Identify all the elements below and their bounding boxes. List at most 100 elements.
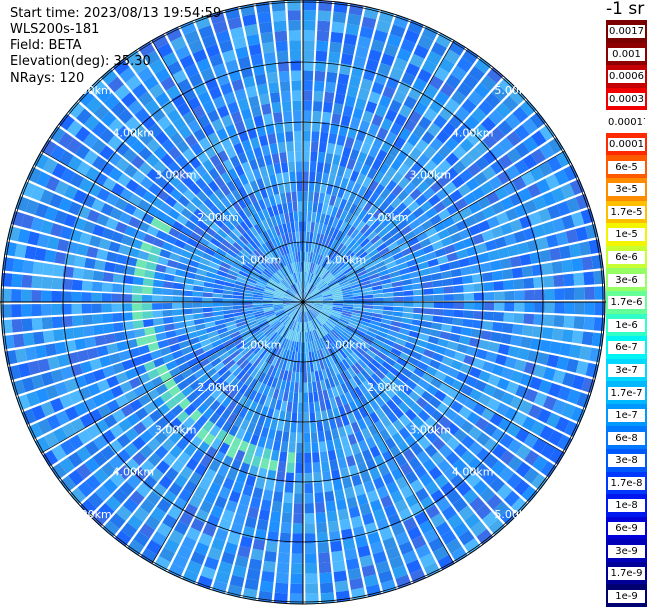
- range-bin: [243, 349, 254, 359]
- range-bin: [72, 326, 85, 339]
- range-bin: [352, 289, 363, 294]
- range-bin: [266, 71, 279, 84]
- range-bin: [324, 91, 335, 103]
- range-bin: [418, 423, 432, 436]
- range-bin: [391, 184, 404, 197]
- range-bin: [84, 440, 100, 456]
- range-bin: [414, 511, 429, 526]
- range-bin: [249, 239, 259, 250]
- range-bin: [478, 252, 490, 263]
- range-bin: [532, 224, 546, 238]
- range-bin: [336, 83, 348, 95]
- range-bin: [190, 518, 205, 532]
- range-bin: [210, 357, 222, 368]
- range-bin: [352, 107, 364, 120]
- range-bin: [226, 204, 238, 216]
- range-bin: [91, 198, 105, 212]
- range-bin: [340, 382, 349, 394]
- range-bin: [500, 508, 517, 525]
- range-bin: [152, 483, 167, 498]
- range-bin: [314, 370, 320, 382]
- range-bin: [539, 124, 555, 142]
- range-bin: [108, 455, 124, 471]
- range-bin: [175, 45, 191, 60]
- range-bin: [296, 171, 303, 182]
- range-bin: [385, 546, 401, 560]
- range-bin: [313, 472, 322, 483]
- range-bin: [276, 311, 286, 318]
- range-bin: [519, 99, 537, 117]
- range-bin: [498, 417, 513, 432]
- range-bin: [257, 318, 268, 325]
- range-bin: [303, 231, 307, 242]
- range-bin: [334, 230, 343, 241]
- range-bin: [131, 170, 146, 184]
- range-bin: [428, 233, 441, 244]
- range-bin: [208, 193, 220, 205]
- range-bin: [221, 408, 232, 421]
- range-bin: [263, 417, 272, 429]
- range-bin: [482, 511, 499, 528]
- range-bin: [363, 200, 374, 212]
- range-bin: [594, 302, 605, 316]
- range-bin: [413, 302, 424, 308]
- range-bin: [125, 75, 142, 91]
- range-bin: [340, 114, 352, 127]
- range-bin: [353, 194, 363, 206]
- range-bin: [142, 318, 154, 328]
- range-bin: [500, 222, 514, 236]
- range-bin: [310, 289, 320, 297]
- range-bin: [286, 222, 292, 234]
- range-bin: [133, 467, 149, 482]
- range-bin: [547, 156, 563, 173]
- range-bin: [294, 351, 298, 363]
- range-bin: [317, 542, 330, 554]
- range-bin: [249, 180, 259, 192]
- range-bin: [287, 288, 296, 296]
- range-bin: [200, 454, 213, 468]
- range-bin: [282, 171, 290, 183]
- range-bin: [276, 287, 286, 293]
- range-bin: [309, 402, 315, 413]
- range-bin: [125, 116, 140, 132]
- range-bin: [446, 341, 459, 351]
- range-bin: [497, 247, 510, 259]
- range-bin: [109, 424, 124, 439]
- range-bin: [100, 68, 118, 86]
- range-bin: [111, 231, 124, 243]
- range-bin: [474, 57, 492, 74]
- range-bin: [274, 193, 282, 205]
- range-bin: [475, 463, 491, 479]
- range-bin: [334, 255, 344, 265]
- range-bin: [269, 318, 279, 326]
- range-bin: [235, 318, 246, 324]
- range-bin: [52, 427, 68, 443]
- range-bin: [147, 423, 161, 437]
- range-bin: [404, 182, 416, 195]
- range-bin: [284, 243, 290, 255]
- range-bin: [375, 407, 386, 420]
- range-bin: [290, 221, 296, 233]
- range-bin: [358, 273, 369, 280]
- range-bin: [208, 412, 221, 425]
- range-bin: [165, 330, 177, 339]
- range-bin: [96, 345, 109, 357]
- range-bin: [272, 248, 280, 259]
- range-bin: [285, 292, 295, 298]
- range-bin: [339, 221, 348, 232]
- range-bin: [294, 221, 299, 232]
- range-bin: [271, 501, 282, 513]
- range-bin: [440, 481, 456, 497]
- range-bin: [193, 225, 205, 237]
- range-bin: [21, 214, 35, 230]
- range-bin: [229, 245, 241, 255]
- range-bin: [385, 192, 397, 205]
- range-bin: [482, 206, 496, 219]
- colorbar-label: 0.00017: [608, 115, 645, 129]
- range-bin: [12, 333, 25, 348]
- range-bin: [308, 309, 316, 319]
- range-bin: [338, 244, 347, 255]
- range-bin: [231, 201, 242, 213]
- range-bin: [172, 309, 183, 316]
- range-bin: [253, 392, 263, 404]
